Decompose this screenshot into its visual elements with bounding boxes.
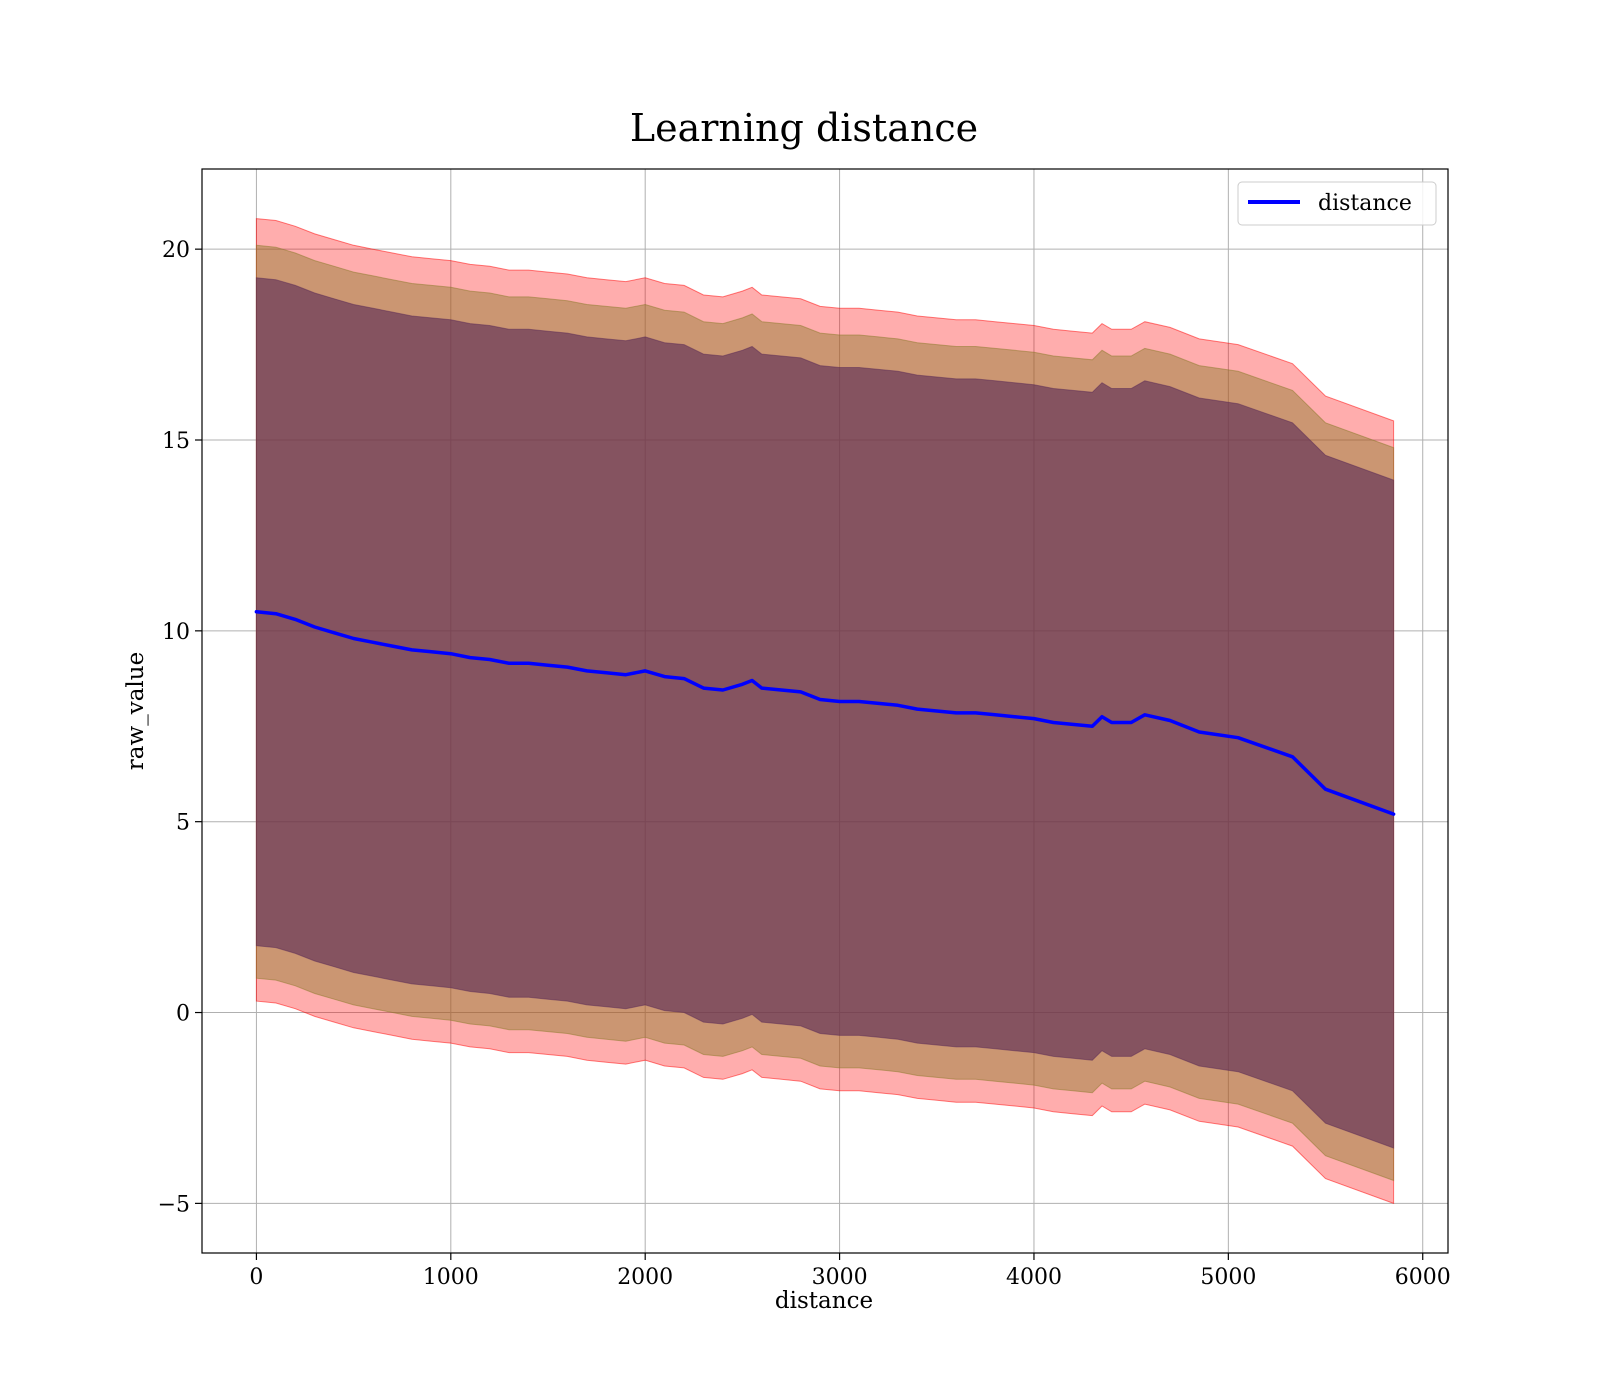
y-axis-ticks: −5 0 5 10 15 20	[158, 238, 202, 1217]
x-tick-label-0: 0	[249, 1265, 263, 1290]
confidence-bands	[255, 218, 1395, 1205]
x-tick-label-3: 3000	[812, 1265, 868, 1290]
x-tick-label-5: 5000	[1200, 1265, 1256, 1290]
x-axis-ticks: 0 1000 2000 3000 4000 5000 6000	[249, 1253, 1451, 1290]
x-tick-label-6: 6000	[1395, 1265, 1451, 1290]
y-tick-label-4: 15	[162, 429, 190, 454]
x-tick-label-2: 2000	[617, 1265, 673, 1290]
legend-box	[1237, 181, 1437, 226]
y-tick-label-0: −5	[158, 1192, 190, 1217]
x-tick-label-1: 1000	[423, 1265, 479, 1290]
band-inner	[255, 277, 1395, 1149]
plot-frame	[201, 168, 1449, 1254]
series-line-distance	[254, 610, 1396, 816]
series-lines	[254, 610, 1396, 816]
y-axis-label: raw_value	[123, 652, 149, 770]
chart-title: Learning distance	[630, 106, 978, 150]
legend: distance	[1237, 181, 1437, 226]
x-tick-label-4: 4000	[1006, 1265, 1062, 1290]
y-tick-label-2: 5	[176, 811, 190, 836]
y-tick-label-5: 20	[162, 238, 190, 263]
x-axis-label: distance	[775, 1288, 873, 1314]
y-tick-label-3: 10	[162, 620, 190, 645]
legend-label-distance: distance	[1318, 191, 1412, 216]
y-tick-label-1: 0	[176, 1002, 190, 1027]
